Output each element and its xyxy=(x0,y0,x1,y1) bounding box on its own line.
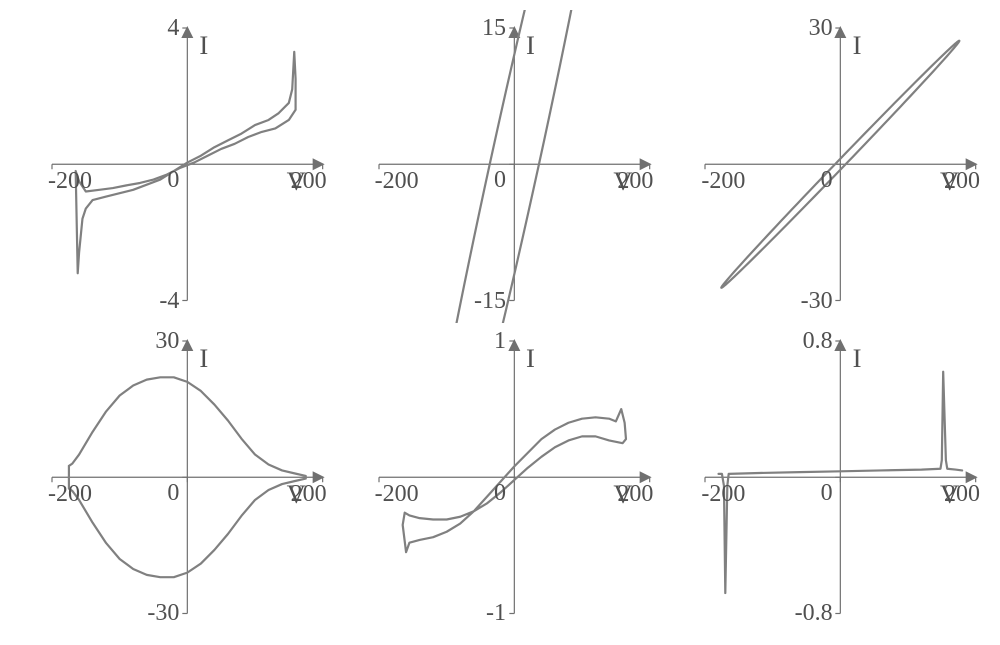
y-tick-label: -30 xyxy=(147,601,179,625)
y-axis-label: I xyxy=(199,32,208,59)
y-tick-label: -1 xyxy=(486,601,506,625)
y-axis-label: I xyxy=(853,32,862,59)
y-tick-label: 30 xyxy=(809,16,833,40)
chart-panel-p4: -2000200-3030IV xyxy=(10,323,337,636)
y-axis-label: I xyxy=(199,345,208,372)
y-tick-label: 0.8 xyxy=(803,329,833,353)
x-axis-label: V xyxy=(613,481,632,508)
x-tick-label: -200 xyxy=(375,169,419,193)
y-tick-label: -0.8 xyxy=(795,601,833,625)
x-tick-label: -200 xyxy=(701,169,745,193)
x-tick-label: -200 xyxy=(48,482,92,506)
x-tick-label: 0 xyxy=(821,168,833,192)
x-tick-label: -200 xyxy=(701,482,745,506)
x-tick-label: -200 xyxy=(48,169,92,193)
y-tick-label: 15 xyxy=(482,16,506,40)
chart-panel-p3: -2000200-3030IV xyxy=(663,10,990,323)
y-tick-label: -30 xyxy=(801,289,833,313)
y-axis-label: I xyxy=(853,345,862,372)
x-tick-label: 0 xyxy=(494,168,506,192)
x-axis-label: V xyxy=(287,481,306,508)
data-curve xyxy=(76,52,296,273)
x-axis-label: V xyxy=(940,168,959,195)
x-axis-label: V xyxy=(287,168,306,195)
y-tick-label: 30 xyxy=(155,329,179,353)
x-tick-label: 0 xyxy=(167,168,179,192)
chart-panel-p2: -2000200-1515IV xyxy=(337,10,664,323)
y-tick-label: 4 xyxy=(167,16,179,40)
y-tick-label: -4 xyxy=(159,289,179,313)
y-axis-label: I xyxy=(526,32,535,59)
y-tick-label: 1 xyxy=(494,329,506,353)
y-axis-label: I xyxy=(526,345,535,372)
x-tick-label: 0 xyxy=(494,481,506,505)
chart-panel-p1: -2000200-44IV xyxy=(10,10,337,323)
y-tick-label: -15 xyxy=(474,289,506,313)
x-tick-label: 0 xyxy=(167,481,179,505)
x-axis-label: V xyxy=(940,481,959,508)
x-axis-label: V xyxy=(613,168,632,195)
chart-panel-p5: -2000200-11IV xyxy=(337,323,664,636)
chart-panel-p6: -2000200-0.80.8IV xyxy=(663,323,990,636)
x-tick-label: 0 xyxy=(821,481,833,505)
x-tick-label: -200 xyxy=(375,482,419,506)
